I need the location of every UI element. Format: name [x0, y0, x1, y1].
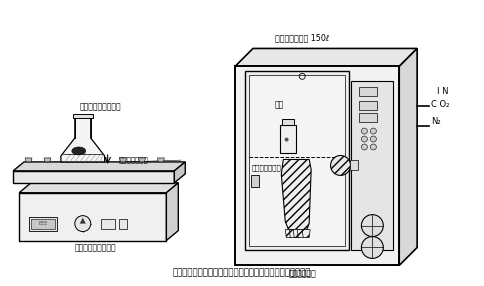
Polygon shape — [174, 162, 185, 183]
Polygon shape — [281, 160, 311, 237]
Bar — [73, 114, 93, 118]
Circle shape — [362, 215, 383, 237]
Polygon shape — [251, 175, 259, 186]
Polygon shape — [302, 230, 310, 238]
Polygon shape — [166, 183, 178, 241]
Text: 図１．人工ルーメン用に改修した娪気振とう培養装置概略図: 図１．人工ルーメン用に改修した娪気振とう培養装置概略図 — [173, 268, 311, 277]
Circle shape — [362, 128, 367, 134]
Bar — [249, 75, 346, 247]
Circle shape — [370, 128, 377, 134]
Polygon shape — [80, 218, 86, 224]
Circle shape — [362, 144, 367, 150]
Polygon shape — [82, 158, 89, 162]
Text: EEE: EEE — [38, 221, 47, 226]
Polygon shape — [235, 48, 417, 66]
Bar — [13, 171, 174, 183]
Ellipse shape — [72, 147, 86, 155]
Bar — [31, 219, 55, 229]
Bar — [245, 71, 349, 251]
Text: チャンバー容穏 150ℓ: チャンバー容穏 150ℓ — [275, 33, 329, 43]
Text: 小甁: 小甁 — [275, 100, 284, 109]
Text: 培養底保定（拡大）: 培養底保定（拡大） — [80, 102, 121, 111]
Text: C O₂: C O₂ — [431, 100, 450, 109]
Bar — [351, 81, 393, 251]
Bar — [350, 160, 359, 170]
Polygon shape — [101, 158, 107, 162]
Text: 培養装置本体: 培養装置本体 — [288, 269, 316, 278]
Bar — [280, 125, 296, 152]
Bar — [119, 219, 126, 229]
Polygon shape — [19, 183, 178, 193]
Polygon shape — [293, 230, 301, 238]
Text: N₂: N₂ — [431, 117, 441, 126]
Bar — [282, 119, 294, 125]
Polygon shape — [399, 48, 417, 265]
Polygon shape — [44, 158, 51, 162]
Polygon shape — [25, 158, 32, 162]
Circle shape — [331, 156, 350, 175]
Bar — [235, 66, 399, 265]
Text: 操作用ゴム手袋: 操作用ゴム手袋 — [252, 164, 282, 171]
Circle shape — [285, 138, 288, 142]
Circle shape — [75, 216, 91, 232]
Circle shape — [370, 136, 377, 142]
Text: 培養底の保定枚: 培養底の保定枚 — [119, 157, 149, 163]
Polygon shape — [13, 162, 185, 171]
Bar — [101, 219, 115, 229]
Polygon shape — [61, 118, 105, 162]
Circle shape — [370, 144, 377, 150]
Polygon shape — [120, 158, 126, 162]
Circle shape — [362, 237, 383, 259]
Bar — [29, 217, 57, 231]
Bar — [19, 193, 166, 241]
Polygon shape — [297, 230, 305, 238]
Text: 床内収容の振とう器: 床内収容の振とう器 — [75, 243, 117, 253]
Polygon shape — [63, 158, 70, 162]
Bar — [360, 101, 378, 110]
Circle shape — [362, 136, 367, 142]
Bar — [360, 113, 378, 122]
Bar — [360, 87, 378, 96]
Text: I N: I N — [437, 87, 449, 96]
Polygon shape — [157, 158, 165, 162]
Polygon shape — [138, 158, 146, 162]
Polygon shape — [285, 230, 293, 238]
Polygon shape — [289, 230, 297, 238]
